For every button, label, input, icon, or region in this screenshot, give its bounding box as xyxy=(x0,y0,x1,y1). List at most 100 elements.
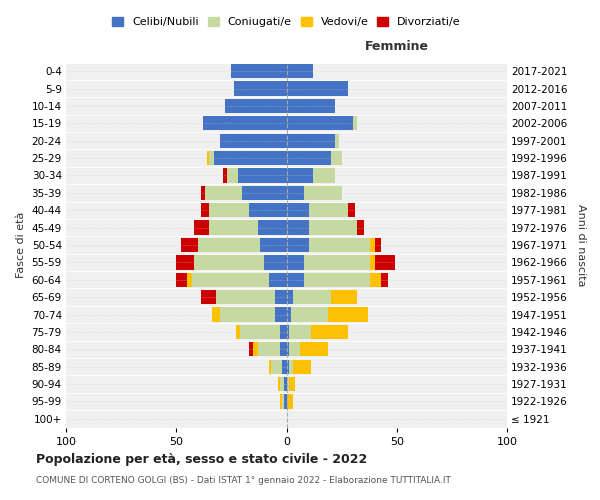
Bar xyxy=(289,377,295,391)
Bar xyxy=(209,203,249,218)
Bar xyxy=(287,151,331,165)
Bar xyxy=(271,360,282,374)
Bar xyxy=(253,342,258,356)
Bar xyxy=(269,272,287,287)
Bar xyxy=(232,64,287,78)
Bar xyxy=(280,377,284,391)
Bar xyxy=(289,342,300,356)
Bar xyxy=(249,342,253,356)
Bar xyxy=(278,377,280,391)
Bar xyxy=(225,99,287,113)
Bar xyxy=(308,203,348,218)
Bar xyxy=(331,290,357,304)
Bar xyxy=(275,308,287,322)
Bar xyxy=(287,272,304,287)
Bar xyxy=(287,186,304,200)
Bar xyxy=(203,116,287,130)
Bar xyxy=(311,325,348,339)
Bar xyxy=(287,99,335,113)
Bar xyxy=(357,220,364,234)
Bar xyxy=(335,134,340,148)
Bar xyxy=(223,168,227,182)
Bar xyxy=(304,186,341,200)
Bar xyxy=(191,272,269,287)
Bar xyxy=(280,325,287,339)
Bar xyxy=(304,272,370,287)
Bar xyxy=(287,325,289,339)
Bar xyxy=(308,220,357,234)
Bar xyxy=(287,116,353,130)
Bar xyxy=(304,256,370,270)
Bar xyxy=(280,342,287,356)
Bar xyxy=(200,203,209,218)
Bar xyxy=(220,308,275,322)
Bar xyxy=(209,151,214,165)
Bar xyxy=(353,116,357,130)
Bar xyxy=(227,168,238,182)
Bar xyxy=(287,238,308,252)
Bar xyxy=(287,220,308,234)
Bar xyxy=(216,290,275,304)
Text: Femmine: Femmine xyxy=(365,40,429,54)
Bar xyxy=(212,308,220,322)
Bar xyxy=(289,325,311,339)
Bar xyxy=(287,82,348,96)
Bar xyxy=(194,220,209,234)
Bar xyxy=(214,151,287,165)
Bar xyxy=(240,325,280,339)
Bar xyxy=(293,360,311,374)
Bar xyxy=(198,238,260,252)
Legend: Celibi/Nubili, Coniugati/e, Vedovi/e, Divorziati/e: Celibi/Nubili, Coniugati/e, Vedovi/e, Di… xyxy=(112,17,461,28)
Bar xyxy=(282,394,284,408)
Y-axis label: Anni di nascita: Anni di nascita xyxy=(576,204,586,286)
Bar xyxy=(207,151,209,165)
Bar xyxy=(348,203,355,218)
Bar xyxy=(200,186,205,200)
Bar xyxy=(176,272,187,287)
Bar xyxy=(287,64,313,78)
Bar xyxy=(209,220,258,234)
Bar xyxy=(284,394,287,408)
Bar xyxy=(187,272,191,287)
Bar xyxy=(238,168,287,182)
Bar xyxy=(258,342,280,356)
Bar xyxy=(194,256,265,270)
Bar xyxy=(287,360,289,374)
Bar xyxy=(200,290,216,304)
Bar xyxy=(280,394,282,408)
Y-axis label: Fasce di età: Fasce di età xyxy=(16,212,26,278)
Bar xyxy=(313,168,335,182)
Bar xyxy=(370,272,382,287)
Bar xyxy=(287,290,293,304)
Bar xyxy=(284,377,287,391)
Bar xyxy=(176,256,194,270)
Bar xyxy=(220,134,287,148)
Bar xyxy=(181,238,198,252)
Bar xyxy=(300,342,328,356)
Bar xyxy=(331,151,341,165)
Bar xyxy=(289,360,293,374)
Bar xyxy=(287,342,289,356)
Bar xyxy=(287,256,304,270)
Bar xyxy=(287,203,308,218)
Bar xyxy=(236,325,240,339)
Bar xyxy=(374,238,382,252)
Bar xyxy=(291,308,328,322)
Bar xyxy=(374,256,395,270)
Bar xyxy=(308,238,370,252)
Bar xyxy=(260,238,287,252)
Bar xyxy=(287,308,291,322)
Bar xyxy=(258,220,287,234)
Bar xyxy=(370,256,375,270)
Bar xyxy=(282,360,287,374)
Text: COMUNE DI CORTENO GOLGI (BS) - Dati ISTAT 1° gennaio 2022 - Elaborazione TUTTITA: COMUNE DI CORTENO GOLGI (BS) - Dati ISTA… xyxy=(36,476,451,485)
Bar xyxy=(242,186,287,200)
Bar xyxy=(275,290,287,304)
Bar xyxy=(249,203,287,218)
Bar xyxy=(287,168,313,182)
Bar xyxy=(287,377,289,391)
Text: Popolazione per età, sesso e stato civile - 2022: Popolazione per età, sesso e stato civil… xyxy=(36,452,367,466)
Bar xyxy=(370,238,375,252)
Bar xyxy=(205,186,242,200)
Bar xyxy=(293,290,331,304)
